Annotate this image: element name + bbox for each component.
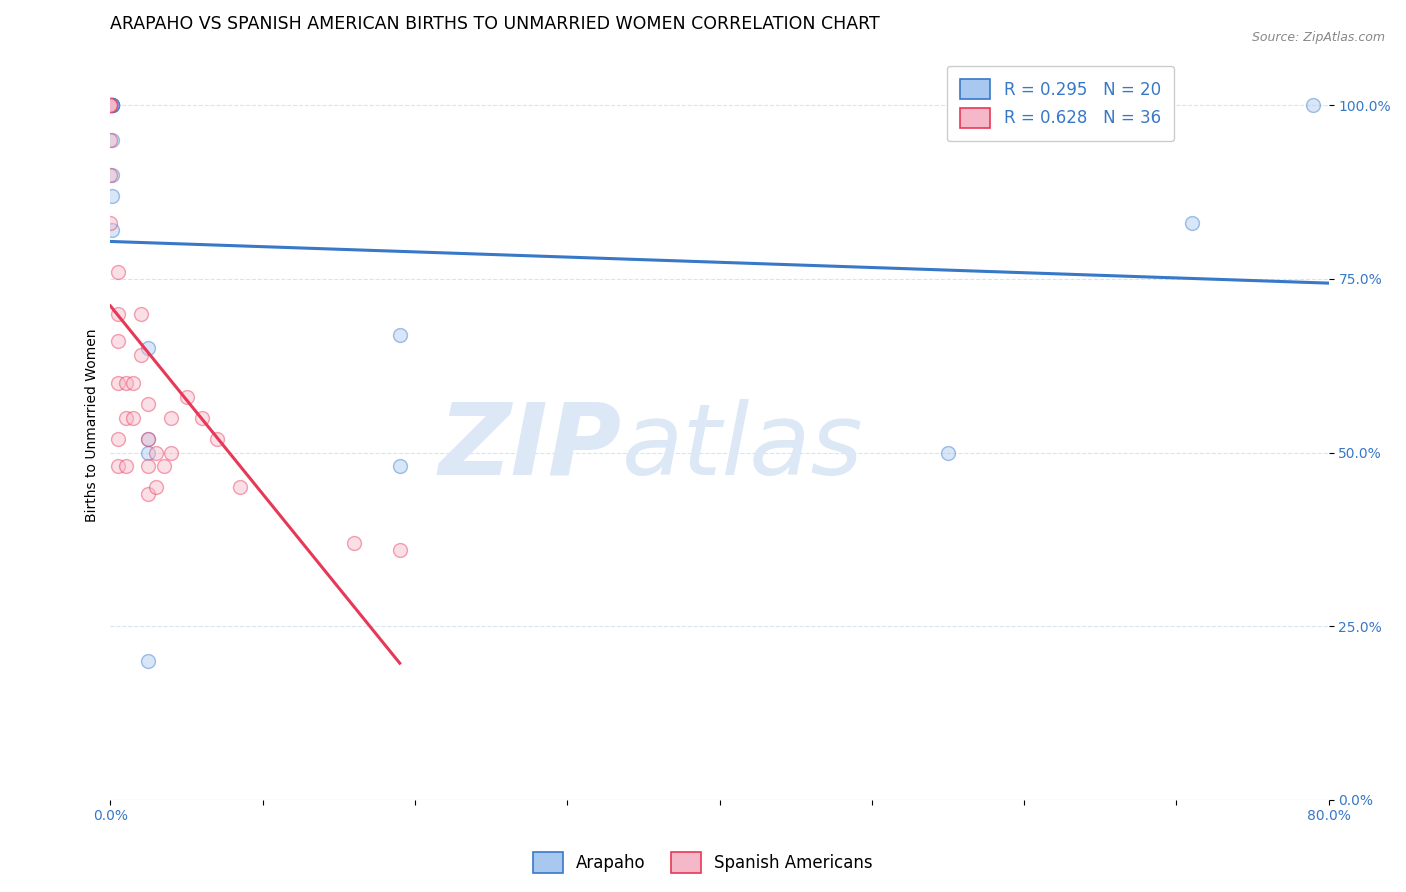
Text: Source: ZipAtlas.com: Source: ZipAtlas.com	[1251, 31, 1385, 45]
Point	[101, 98, 124, 112]
Point	[107, 459, 129, 474]
Point	[101, 98, 124, 112]
Point	[138, 397, 160, 411]
Point	[100, 98, 122, 112]
Point	[101, 98, 124, 112]
Point	[101, 133, 124, 147]
Point	[122, 376, 145, 391]
Point	[100, 216, 122, 230]
Point	[145, 480, 167, 494]
Y-axis label: Births to Unmarried Women: Births to Unmarried Women	[86, 328, 100, 522]
Point	[101, 98, 124, 112]
Point	[138, 342, 160, 356]
Point	[176, 390, 198, 404]
Point	[114, 410, 136, 425]
Point	[100, 133, 122, 147]
Point	[343, 536, 366, 550]
Point	[114, 376, 136, 391]
Point	[160, 410, 183, 425]
Text: ZIP: ZIP	[439, 399, 621, 496]
Point	[1302, 98, 1324, 112]
Point	[101, 223, 124, 237]
Point	[191, 410, 214, 425]
Point	[100, 168, 122, 182]
Point	[129, 348, 152, 362]
Point	[138, 487, 160, 501]
Point	[1181, 216, 1204, 230]
Point	[388, 542, 411, 557]
Point	[100, 98, 122, 112]
Point	[936, 445, 959, 459]
Legend: Arapaho, Spanish Americans: Arapaho, Spanish Americans	[526, 846, 880, 880]
Point	[160, 445, 183, 459]
Text: atlas: atlas	[621, 399, 863, 496]
Point	[114, 459, 136, 474]
Point	[138, 459, 160, 474]
Point	[145, 445, 167, 459]
Point	[138, 654, 160, 668]
Point	[101, 188, 124, 202]
Point	[107, 265, 129, 279]
Point	[107, 432, 129, 446]
Point	[101, 168, 124, 182]
Point	[100, 98, 122, 112]
Legend: R = 0.295   N = 20, R = 0.628   N = 36: R = 0.295 N = 20, R = 0.628 N = 36	[948, 66, 1174, 141]
Point	[205, 432, 228, 446]
Point	[138, 432, 160, 446]
Point	[122, 410, 145, 425]
Point	[388, 459, 411, 474]
Point	[107, 376, 129, 391]
Point	[229, 480, 252, 494]
Point	[107, 307, 129, 321]
Point	[129, 307, 152, 321]
Point	[101, 98, 124, 112]
Point	[107, 334, 129, 349]
Point	[101, 98, 124, 112]
Point	[138, 432, 160, 446]
Text: ARAPAHO VS SPANISH AMERICAN BIRTHS TO UNMARRIED WOMEN CORRELATION CHART: ARAPAHO VS SPANISH AMERICAN BIRTHS TO UN…	[111, 15, 880, 33]
Point	[100, 98, 122, 112]
Point	[101, 98, 124, 112]
Point	[138, 445, 160, 459]
Point	[152, 459, 174, 474]
Point	[388, 327, 411, 342]
Point	[100, 98, 122, 112]
